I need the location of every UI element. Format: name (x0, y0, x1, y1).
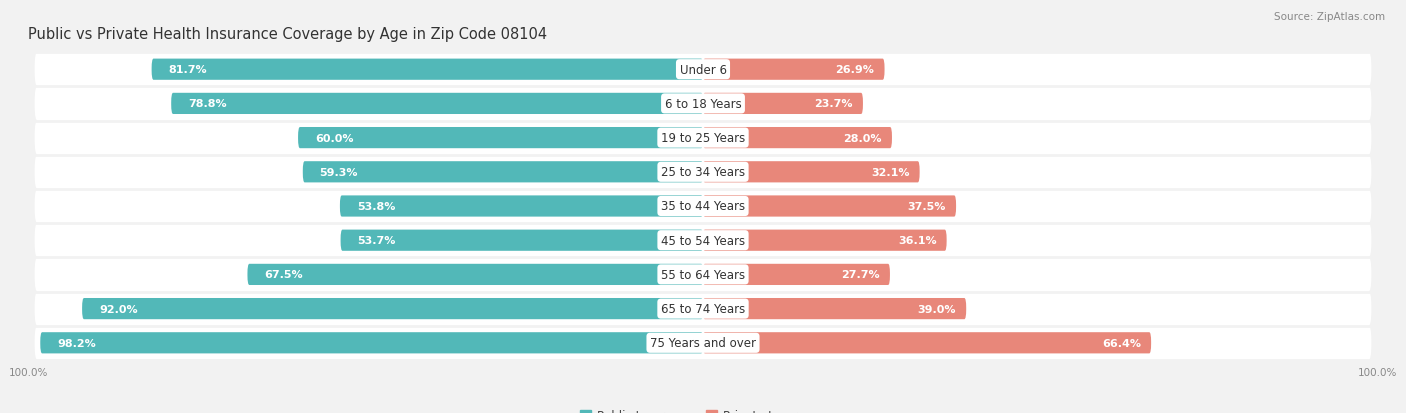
FancyBboxPatch shape (703, 59, 884, 81)
Text: 39.0%: 39.0% (918, 304, 956, 314)
FancyBboxPatch shape (35, 52, 1371, 88)
Text: 6 to 18 Years: 6 to 18 Years (665, 97, 741, 111)
Text: 59.3%: 59.3% (319, 167, 359, 177)
FancyBboxPatch shape (703, 94, 863, 115)
FancyBboxPatch shape (152, 59, 703, 81)
Text: 28.0%: 28.0% (844, 133, 882, 143)
FancyBboxPatch shape (35, 257, 1371, 292)
Text: 81.7%: 81.7% (169, 65, 207, 75)
Text: 66.4%: 66.4% (1102, 338, 1142, 348)
Text: 53.8%: 53.8% (357, 202, 395, 211)
Text: 26.9%: 26.9% (835, 65, 875, 75)
Text: 19 to 25 Years: 19 to 25 Years (661, 132, 745, 145)
FancyBboxPatch shape (703, 230, 946, 251)
Text: 36.1%: 36.1% (898, 236, 936, 246)
Text: 65 to 74 Years: 65 to 74 Years (661, 302, 745, 316)
FancyBboxPatch shape (35, 121, 1371, 156)
Text: 35 to 44 Years: 35 to 44 Years (661, 200, 745, 213)
Text: 23.7%: 23.7% (814, 99, 853, 109)
Text: Under 6: Under 6 (679, 64, 727, 76)
FancyBboxPatch shape (340, 196, 703, 217)
FancyBboxPatch shape (35, 87, 1371, 121)
Text: 45 to 54 Years: 45 to 54 Years (661, 234, 745, 247)
FancyBboxPatch shape (247, 264, 703, 285)
FancyBboxPatch shape (35, 223, 1371, 258)
FancyBboxPatch shape (340, 230, 703, 251)
FancyBboxPatch shape (41, 332, 703, 354)
Text: 60.0%: 60.0% (315, 133, 353, 143)
FancyBboxPatch shape (703, 162, 920, 183)
Text: 67.5%: 67.5% (264, 270, 302, 280)
Text: 25 to 34 Years: 25 to 34 Years (661, 166, 745, 179)
Legend: Public Insurance, Private Insurance: Public Insurance, Private Insurance (575, 404, 831, 413)
FancyBboxPatch shape (35, 189, 1371, 224)
FancyBboxPatch shape (703, 196, 956, 217)
Text: 53.7%: 53.7% (357, 236, 396, 246)
Text: Source: ZipAtlas.com: Source: ZipAtlas.com (1274, 12, 1385, 22)
FancyBboxPatch shape (35, 292, 1371, 326)
FancyBboxPatch shape (172, 94, 703, 115)
FancyBboxPatch shape (703, 264, 890, 285)
Text: 32.1%: 32.1% (870, 167, 910, 177)
Text: 78.8%: 78.8% (188, 99, 226, 109)
Text: 37.5%: 37.5% (908, 202, 946, 211)
FancyBboxPatch shape (703, 332, 1152, 354)
Text: 27.7%: 27.7% (841, 270, 880, 280)
FancyBboxPatch shape (703, 128, 891, 149)
Text: 75 Years and over: 75 Years and over (650, 337, 756, 349)
FancyBboxPatch shape (703, 298, 966, 319)
Text: 92.0%: 92.0% (98, 304, 138, 314)
FancyBboxPatch shape (298, 128, 703, 149)
FancyBboxPatch shape (35, 325, 1371, 361)
Text: 98.2%: 98.2% (58, 338, 96, 348)
FancyBboxPatch shape (82, 298, 703, 319)
Text: 55 to 64 Years: 55 to 64 Years (661, 268, 745, 281)
FancyBboxPatch shape (302, 162, 703, 183)
FancyBboxPatch shape (35, 155, 1371, 190)
Text: Public vs Private Health Insurance Coverage by Age in Zip Code 08104: Public vs Private Health Insurance Cover… (28, 26, 547, 41)
